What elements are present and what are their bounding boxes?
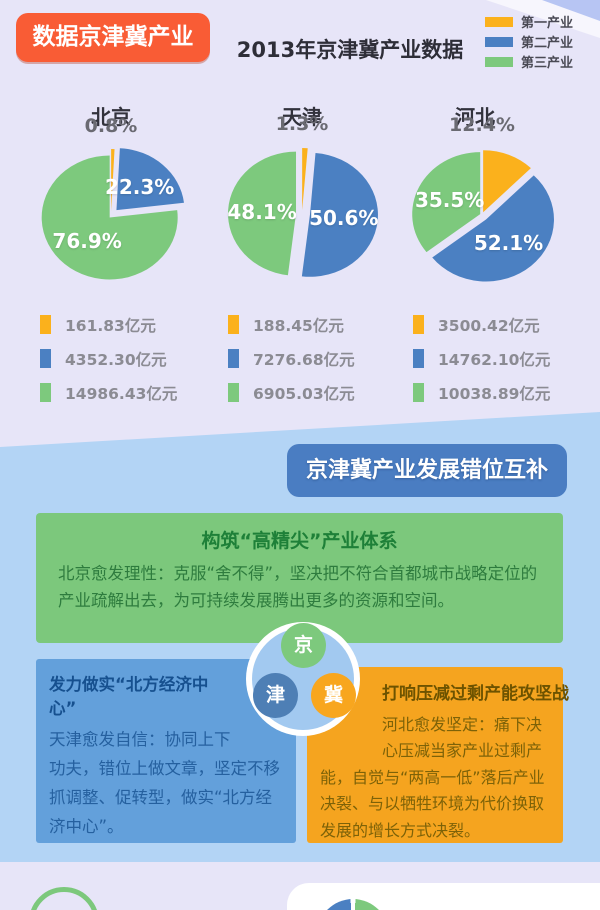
list-item: 14986.43亿元: [40, 382, 177, 403]
tertiary-industry-swatch: [228, 383, 239, 402]
secondary-industry-swatch: [40, 349, 51, 368]
secondary-industry-swatch: [485, 36, 513, 47]
hebei-strategy-card: 打响压减过剩产能攻坚战 河北愈发坚定：痛下决心压减当家产业过剩产能，自觉与“两高…: [307, 667, 569, 843]
beijing-strategy-card: 构筑“高精尖”产业体系 北京愈发理性：克服“舍不得”，坚决把不符合首都城市战略定…: [36, 513, 563, 643]
header-badge: 数据京津冀产业: [16, 13, 210, 62]
tertiary-industry-swatch: [40, 383, 51, 402]
pie-percentage-label: 35.5%: [414, 188, 485, 213]
list-item: 6905.03亿元: [228, 382, 355, 403]
pie-slice-北京-第一产业: [111, 149, 115, 212]
pie-slice-河北-第二产业: [432, 175, 554, 282]
legend-item-primary: 第一产业: [485, 14, 574, 31]
pie-slice-北京-第二产业: [116, 148, 184, 211]
section-banner: 京津冀产业发展错位互补: [287, 444, 567, 497]
list-item: 10038.89亿元: [413, 382, 550, 403]
list-item: 7276.68亿元: [228, 348, 355, 369]
beijing-pie-title: 北京: [91, 105, 131, 129]
tianjin-pie-title: 天津: [282, 105, 322, 129]
pie-slice-天津-第二产业: [301, 153, 378, 277]
beijing-tertiary-value: 14986.43亿元: [65, 384, 178, 403]
pie-percentage-label: 48.1%: [227, 199, 297, 224]
legend-label: 第二产业: [521, 36, 574, 51]
tertiary-industry-swatch: [485, 56, 513, 67]
pie-percentage-label: 52.1%: [473, 230, 544, 255]
tertiary-industry-swatch: [413, 383, 424, 402]
hebei-card-title: 打响压减过剩产能攻坚战: [382, 684, 569, 704]
hebei-tertiary-value: 10038.89亿元: [438, 384, 551, 403]
beijing-primary-value: 161.83亿元: [65, 316, 156, 335]
hub-item-hebei: 冀: [311, 673, 356, 718]
beijing-secondary-value: 4352.30亿元: [65, 350, 167, 369]
legend-item-secondary: 第二产业: [485, 34, 574, 51]
pie-percentage-label: 22.3%: [104, 175, 175, 200]
list-item: 14762.10亿元: [413, 348, 550, 369]
primary-industry-swatch: [413, 315, 424, 334]
beijing-values-list: 161.83亿元 4352.30亿元 14986.43亿元: [40, 314, 177, 416]
pie-percentage-label: 50.6%: [309, 205, 379, 230]
tianjin-tertiary-value: 6905.03亿元: [253, 384, 355, 403]
secondary-industry-swatch: [228, 349, 239, 368]
tianjin-values-list: 188.45亿元 7276.68亿元 6905.03亿元: [228, 314, 355, 416]
tianjin-card-body: 天津愈发自信：协同上下功夫，错位上做文章，坚定不移抓调整、促转型，做实“北方经济…: [49, 730, 280, 836]
list-item: 3500.42亿元: [413, 314, 550, 335]
hebei-primary-value: 3500.42亿元: [438, 316, 540, 335]
pie-slice-天津-第一产业: [302, 148, 308, 211]
hebei-pie-title: 河北: [455, 105, 495, 129]
pie-slice-河北-第三产业: [412, 152, 481, 253]
primary-industry-swatch: [485, 16, 513, 27]
legend-item-tertiary: 第三产业: [485, 54, 574, 71]
list-item: 188.45亿元: [228, 314, 355, 335]
primary-industry-swatch: [40, 315, 51, 334]
tianjin-secondary-value: 7276.68亿元: [253, 350, 355, 369]
legend-label: 第一产业: [521, 16, 574, 31]
legend-label: 第三产业: [521, 56, 574, 71]
pie-slice-北京-第三产业: [41, 155, 178, 280]
pie-slice-天津-第三产业: [228, 151, 297, 276]
beijing-card-title: 构筑“高精尖”产业体系: [201, 530, 398, 552]
pie-slice-河北-第一产业: [483, 150, 531, 213]
pie-percentage-label: 76.9%: [52, 228, 122, 253]
mini-pie-decoration: [317, 899, 389, 910]
hub-item-beijing: 京: [281, 623, 326, 668]
hub-item-tianjin: 津: [253, 673, 298, 718]
page-title: 2013年京津冀产业数据: [236, 38, 464, 62]
beijing-card-body: 北京愈发理性：克服“舍不得”，坚决把不符合首都城市战略定位的产业疏解出去，为可持…: [58, 564, 538, 610]
tianjin-card-title: 发力做实“北方经济中心”: [49, 675, 209, 718]
secondary-industry-swatch: [413, 349, 424, 368]
tianjin-primary-value: 188.45亿元: [253, 316, 344, 335]
green-ring-decoration: [29, 887, 99, 910]
primary-industry-swatch: [228, 315, 239, 334]
list-item: 161.83亿元: [40, 314, 177, 335]
hebei-values-list: 3500.42亿元 14762.10亿元 10038.89亿元: [413, 314, 550, 416]
hebei-secondary-value: 14762.10亿元: [438, 350, 551, 369]
hebei-card-body: 河北愈发坚定：痛下决心压减当家产业过剩产能，自觉与“两高一低”落后产业决裂、与以…: [320, 715, 545, 840]
list-item: 4352.30亿元: [40, 348, 177, 369]
corner-ribbon-decoration: [486, 0, 600, 38]
industry-legend: 第一产业 第二产业 第三产业: [485, 14, 573, 74]
